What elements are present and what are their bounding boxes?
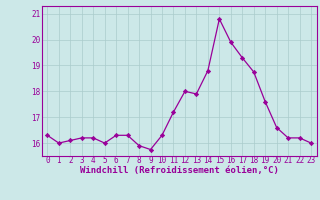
X-axis label: Windchill (Refroidissement éolien,°C): Windchill (Refroidissement éolien,°C)	[80, 166, 279, 175]
